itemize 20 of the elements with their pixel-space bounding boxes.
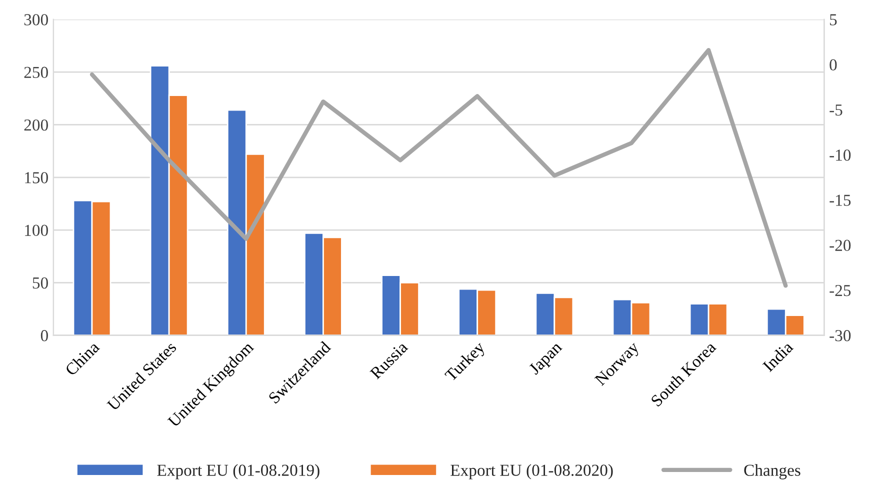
- x-tick-label: India: [762, 340, 794, 372]
- y-tick-label: 100: [25, 224, 48, 236]
- y2-tick-label: 5: [830, 14, 837, 26]
- line-series: [90, 48, 788, 288]
- legend-label: Changes: [744, 464, 800, 480]
- y-tick-label: 50: [32, 277, 48, 289]
- y2-tick-label: -10: [830, 150, 851, 161]
- y2-tick-label: -5: [830, 104, 842, 116]
- y-tick-label: 250: [24, 66, 48, 78]
- legend-label: Export EU (01-08.2019): [157, 464, 320, 480]
- y2-tick-label: -30: [830, 330, 851, 342]
- y-tick-label: 300: [24, 14, 48, 26]
- y-tick-label: 200: [24, 119, 48, 131]
- y2-tick-label: -25: [830, 284, 851, 296]
- y2-tick-label: 0: [830, 59, 837, 71]
- y2-tick-label: -15: [830, 194, 851, 206]
- legend-label: Export EU (01-08.2020): [450, 464, 613, 480]
- y-tick-label: 150: [25, 172, 48, 184]
- y2-tick-label: -20: [830, 240, 851, 252]
- y-tick-label: 0: [40, 330, 48, 342]
